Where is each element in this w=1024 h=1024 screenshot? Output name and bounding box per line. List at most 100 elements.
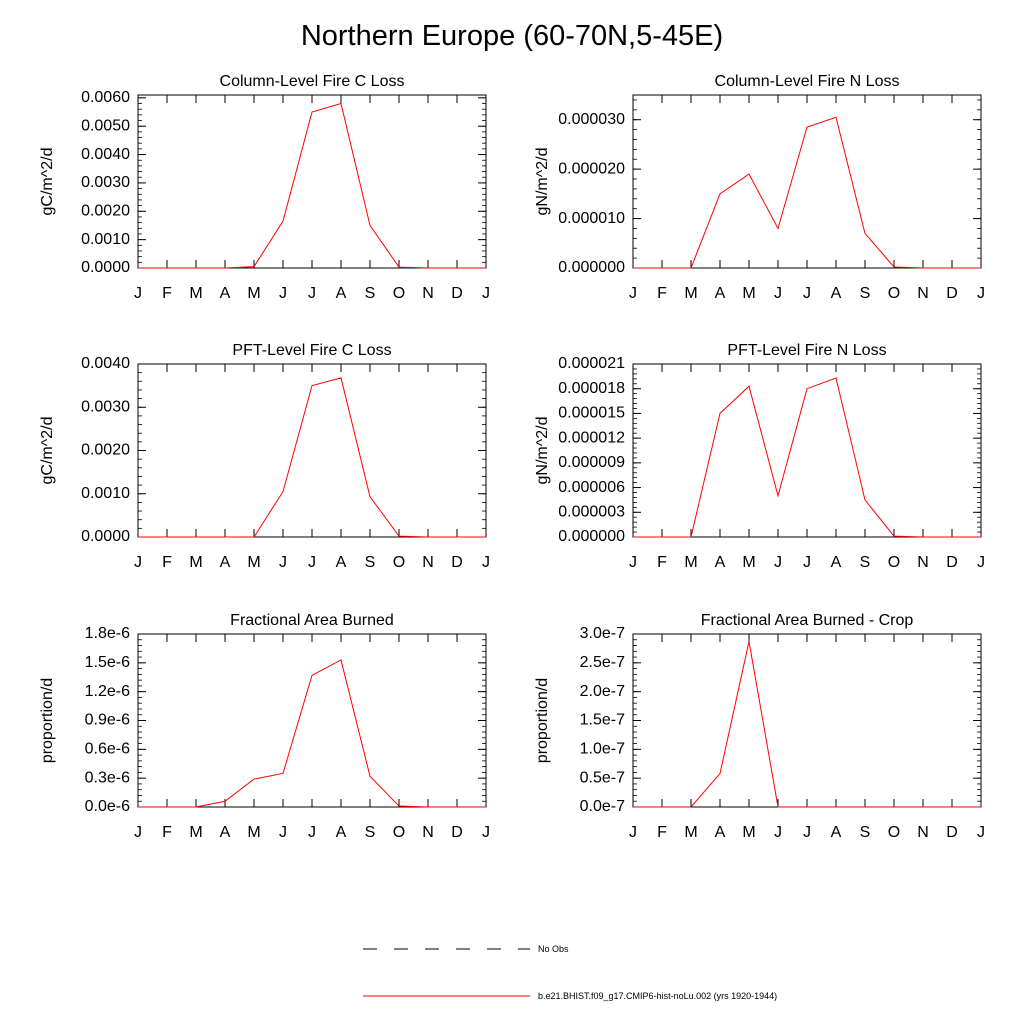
y-tick-label: 0.0020 — [81, 442, 130, 459]
x-tick-label: F — [162, 285, 172, 302]
x-tick-label: S — [365, 285, 376, 302]
panel-title: Column-Level Fire N Loss — [715, 73, 900, 90]
y-tick-label: 0.000000 — [558, 528, 625, 545]
series-line — [633, 377, 981, 538]
x-tick-label: M — [189, 824, 202, 841]
x-tick-label: M — [684, 824, 697, 841]
y-tick-label: 0.000021 — [558, 355, 625, 372]
x-tick-label: D — [451, 285, 463, 302]
y-tick-label: 0.0030 — [81, 174, 130, 191]
x-tick-label: J — [774, 285, 782, 302]
x-tick-label: M — [742, 554, 755, 571]
y-axis-label: gN/m^2/d — [534, 417, 551, 485]
y-tick-label: 0.000006 — [558, 479, 625, 496]
x-tick-label: S — [860, 824, 871, 841]
x-tick-label: D — [946, 285, 958, 302]
panel-title: Column-Level Fire C Loss — [220, 73, 405, 90]
x-tick-label: S — [365, 824, 376, 841]
x-tick-label: M — [247, 554, 260, 571]
x-tick-label: M — [742, 285, 755, 302]
x-tick-label: J — [977, 824, 985, 841]
x-tick-label: N — [917, 824, 929, 841]
panel-title: Fractional Area Burned — [230, 612, 394, 629]
y-tick-label: 0.0040 — [81, 355, 130, 372]
y-tick-label: 0.000018 — [558, 380, 625, 397]
x-tick-label: J — [774, 554, 782, 571]
y-axis-label: gC/m^2/d — [39, 417, 56, 485]
x-tick-label: O — [393, 285, 405, 302]
x-tick-label: O — [393, 824, 405, 841]
y-tick-label: 1.0e-7 — [580, 741, 625, 758]
y-tick-label: 2.5e-7 — [580, 654, 625, 671]
figure-title: Northern Europe (60-70N,5-45E) — [300, 20, 724, 52]
x-tick-label: S — [860, 285, 871, 302]
x-tick-label: J — [134, 285, 142, 302]
x-tick-label: J — [977, 554, 985, 571]
y-axis-label: gN/m^2/d — [534, 148, 551, 216]
y-axis-label: proportion/d — [534, 678, 551, 763]
x-tick-label: J — [803, 824, 811, 841]
x-tick-label: J — [774, 824, 782, 841]
series-line — [138, 102, 486, 269]
x-tick-label: O — [888, 554, 900, 571]
x-tick-label: J — [308, 554, 316, 571]
x-tick-label: N — [422, 824, 434, 841]
x-tick-label: A — [831, 285, 842, 302]
x-tick-label: D — [946, 824, 958, 841]
legend: No Obs b.e21.BHIST.f09_g17.CMIP6-hist-noL… — [363, 944, 777, 1001]
x-tick-label: J — [482, 824, 490, 841]
y-tick-label: 0.000009 — [558, 454, 625, 471]
x-tick-label: F — [162, 554, 172, 571]
y-tick-label: 2.0e-7 — [580, 683, 625, 700]
y-tick-label: 0.0050 — [81, 117, 130, 134]
x-tick-label: A — [715, 285, 726, 302]
y-tick-label: 0.000012 — [558, 429, 625, 446]
panel-title: Fractional Area Burned - Crop — [701, 612, 914, 629]
x-tick-label: A — [831, 554, 842, 571]
y-tick-label: 0.0030 — [81, 398, 130, 415]
x-tick-label: J — [134, 824, 142, 841]
x-tick-label: J — [629, 285, 637, 302]
x-tick-label: N — [422, 554, 434, 571]
x-tick-label: A — [715, 554, 726, 571]
y-axis-label: gC/m^2/d — [39, 148, 56, 216]
y-tick-label: 0.5e-7 — [580, 769, 625, 786]
x-tick-label: A — [220, 285, 231, 302]
y-tick-label: 0.0e-7 — [580, 798, 625, 815]
plot-frame — [137, 633, 487, 808]
x-tick-label: M — [684, 554, 697, 571]
x-tick-label: O — [393, 554, 405, 571]
x-tick-label: M — [189, 554, 202, 571]
y-tick-label: 1.5e-6 — [85, 654, 130, 671]
x-tick-label: F — [162, 824, 172, 841]
y-tick-label: 0.3e-6 — [85, 769, 130, 786]
y-tick-label: 0.000010 — [558, 210, 625, 227]
x-tick-label: J — [279, 554, 287, 571]
x-tick-label: J — [308, 285, 316, 302]
y-tick-label: 0.0000 — [81, 528, 130, 545]
x-tick-label: S — [860, 554, 871, 571]
x-tick-label: J — [482, 554, 490, 571]
series-line — [633, 641, 981, 808]
x-tick-label: N — [917, 285, 929, 302]
legend-label-no-obs: No Obs — [538, 944, 569, 954]
x-tick-label: M — [247, 285, 260, 302]
x-tick-label: J — [134, 554, 142, 571]
x-tick-label: J — [629, 554, 637, 571]
x-tick-label: D — [451, 824, 463, 841]
y-tick-label: 0.000030 — [558, 111, 625, 128]
x-tick-label: J — [308, 824, 316, 841]
y-tick-label: 0.0000 — [81, 259, 130, 276]
x-tick-label: F — [657, 824, 667, 841]
x-tick-label: A — [220, 554, 231, 571]
x-tick-label: N — [422, 285, 434, 302]
x-tick-label: M — [247, 824, 260, 841]
legend-label-model: b.e21.BHIST.f09_g17.CMIP6-hist-noLu.002 … — [538, 991, 777, 1001]
x-tick-label: A — [715, 824, 726, 841]
y-tick-label: 0.0010 — [81, 485, 130, 502]
